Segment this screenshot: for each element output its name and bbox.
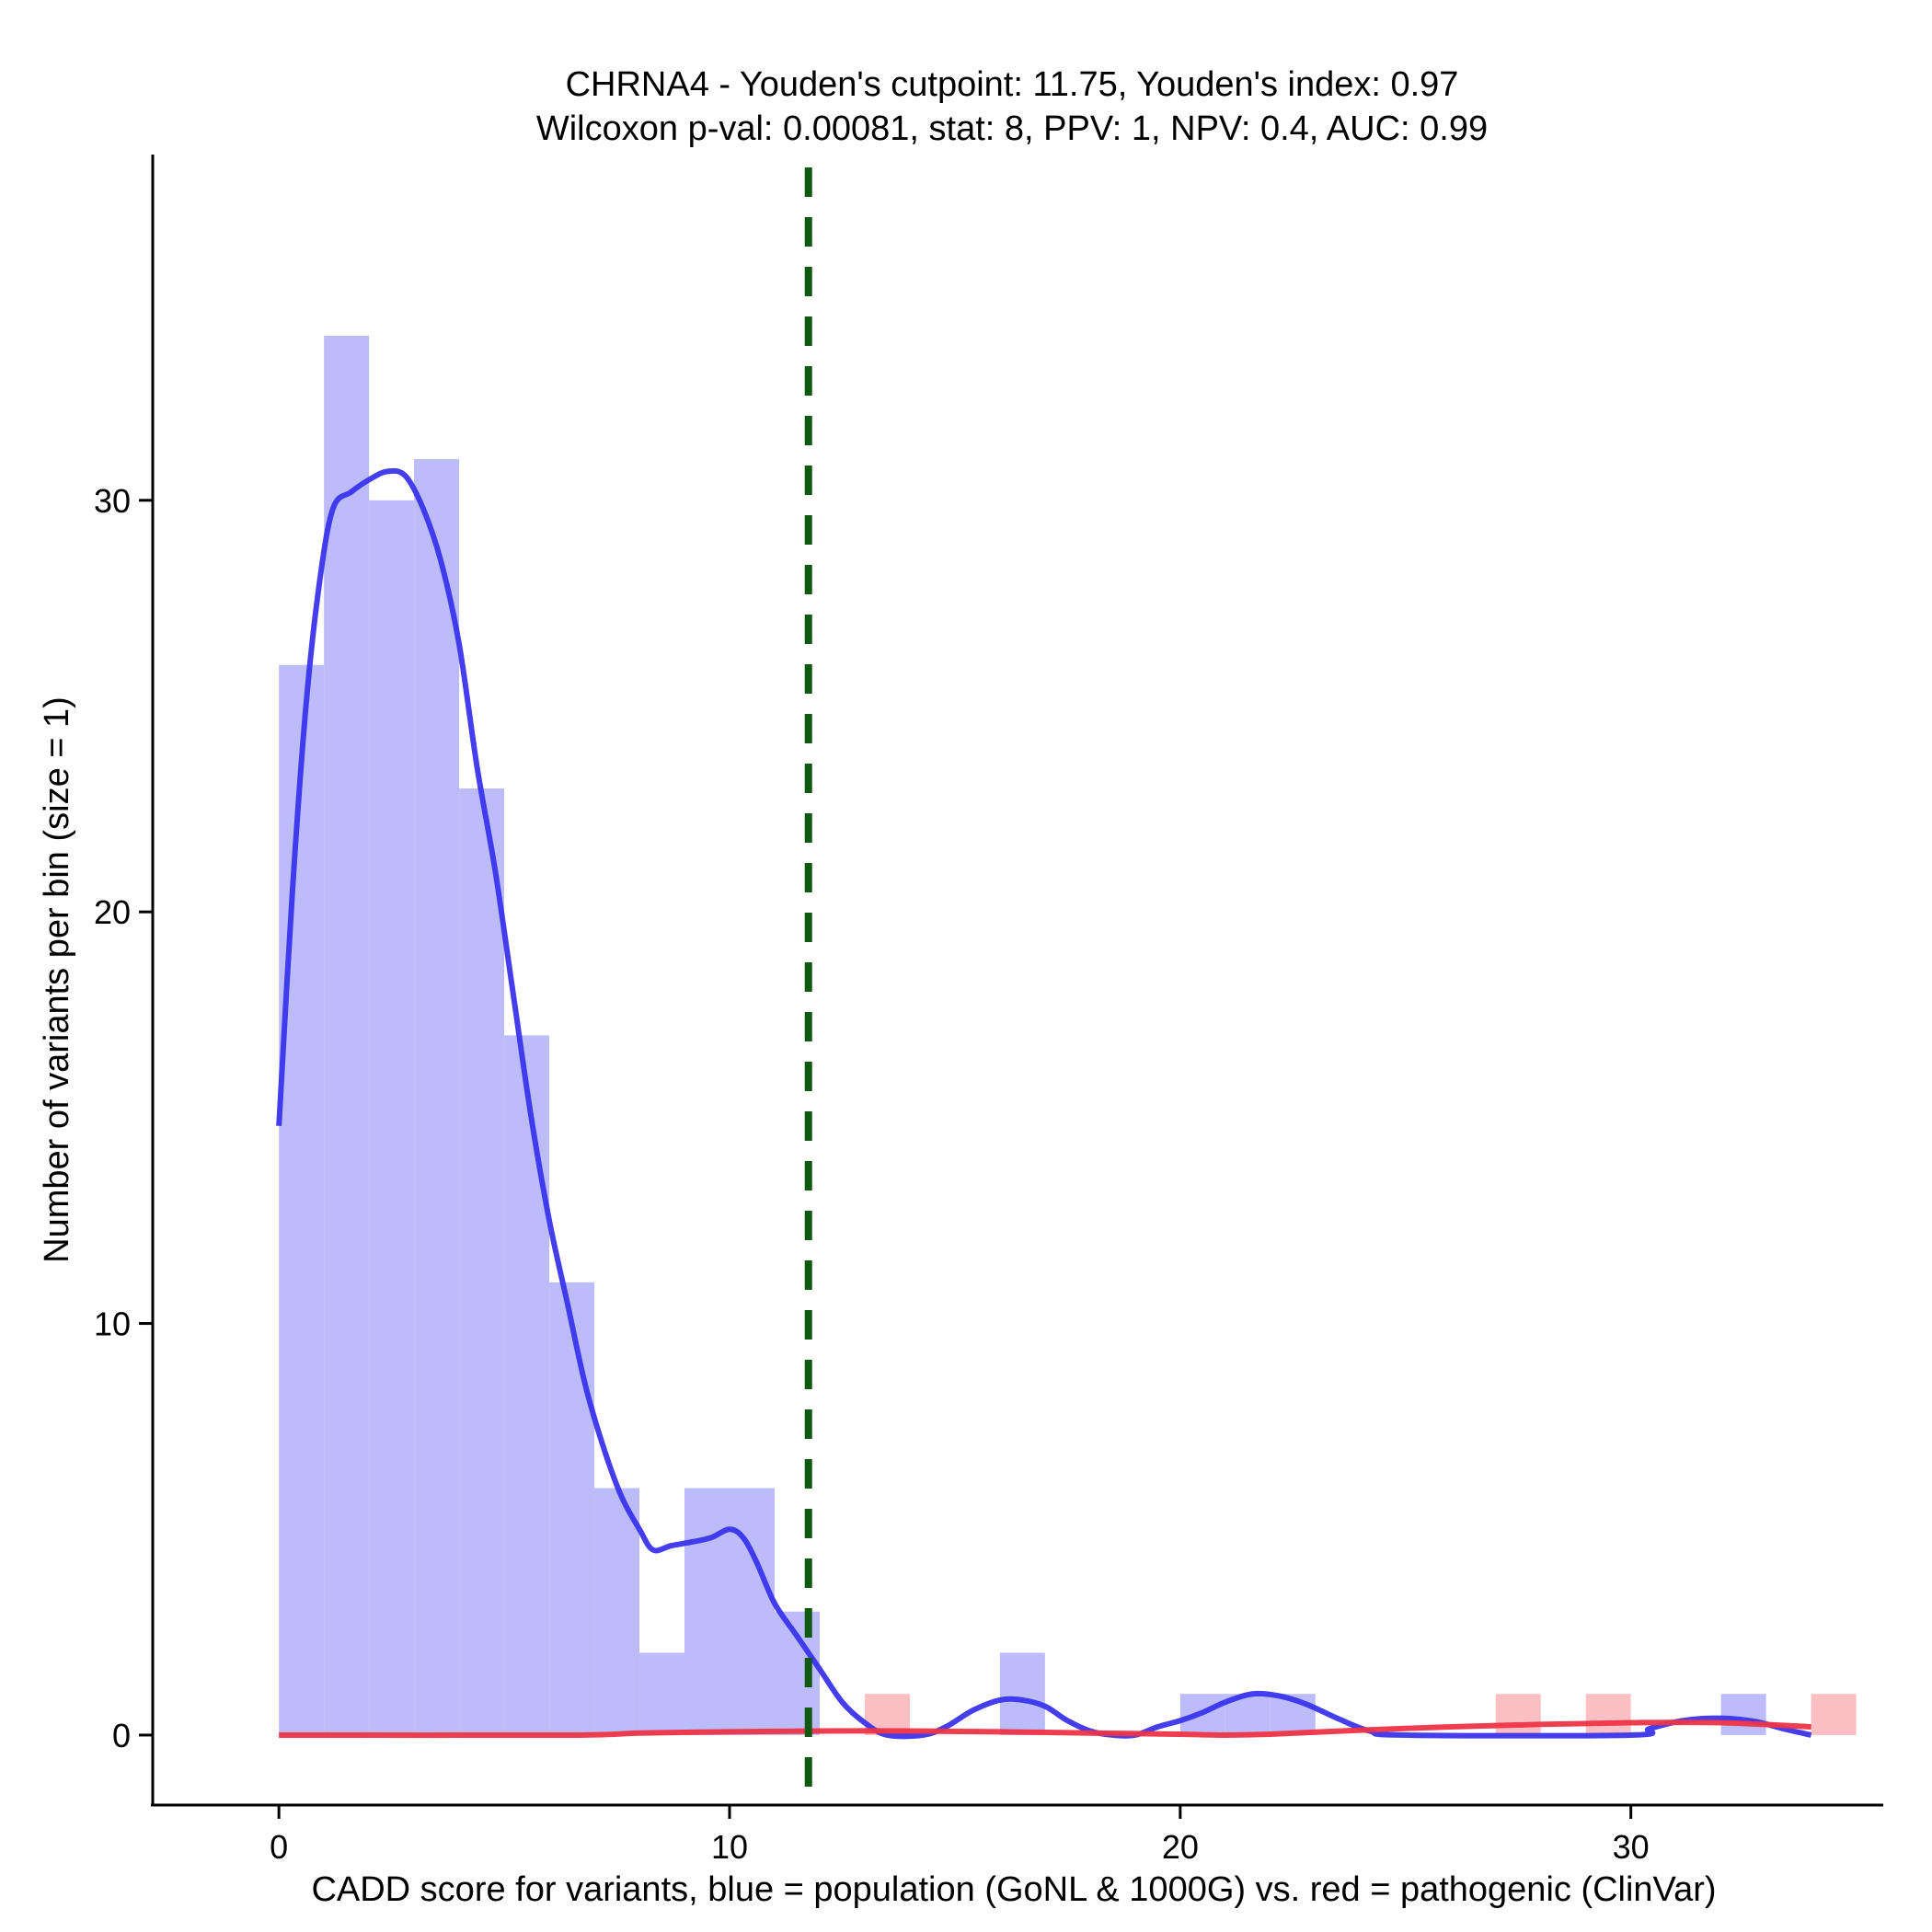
x-axis-ticks: 0 10 20 30 (270, 1805, 1650, 1866)
histogram-bars (279, 335, 1857, 1735)
x-axis-label: CADD score for variants, blue = populati… (311, 1870, 1716, 1909)
population-bar-1 (324, 335, 370, 1735)
y-axis-label: Number of variants per bin (size = 1) (38, 696, 76, 1263)
x-tick-label-30: 30 (1613, 1828, 1650, 1866)
pathogenic-bar-1 (1495, 1694, 1541, 1735)
population-bar-4 (459, 788, 505, 1735)
population-bar-3 (414, 459, 460, 1735)
x-tick-label-0: 0 (270, 1828, 288, 1866)
population-bar-8 (639, 1652, 685, 1735)
y-tick-label-10: 10 (94, 1305, 131, 1343)
population-bar-0 (279, 664, 325, 1735)
y-axis-ticks: 0 10 20 30 (94, 482, 153, 1754)
pathogenic-bar-2 (1585, 1694, 1631, 1735)
population-bar-16 (1720, 1694, 1766, 1735)
x-tick-label-10: 10 (711, 1828, 748, 1866)
population-bar-7 (594, 1488, 640, 1735)
population-bar-12 (999, 1652, 1045, 1735)
population-bar-2 (369, 500, 415, 1735)
y-tick-label-30: 30 (94, 482, 131, 520)
title-line-2: Wilcoxon p-val: 0.00081, stat: 8, PPV: 1… (536, 109, 1488, 148)
title-line-1: CHRNA4 - Youden's cutpoint: 11.75, Youde… (566, 65, 1459, 104)
population-bar-9 (684, 1488, 730, 1735)
y-tick-label-0: 0 (112, 1717, 131, 1754)
population-bar-6 (549, 1282, 595, 1735)
pathogenic-density-line (279, 1719, 1811, 1739)
population-density-line (276, 467, 1812, 1740)
population-bar-5 (504, 1035, 550, 1735)
density-curves (276, 467, 1812, 1740)
y-tick-label-20: 20 (94, 893, 131, 931)
population-bar-10 (730, 1488, 775, 1735)
population-bar-11 (774, 1611, 820, 1735)
x-tick-label-20: 20 (1162, 1828, 1199, 1866)
chart-title: CHRNA4 - Youden's cutpoint: 11.75, Youde… (536, 65, 1488, 148)
pathogenic-bar-3 (1811, 1694, 1857, 1735)
axes (151, 155, 1883, 1807)
